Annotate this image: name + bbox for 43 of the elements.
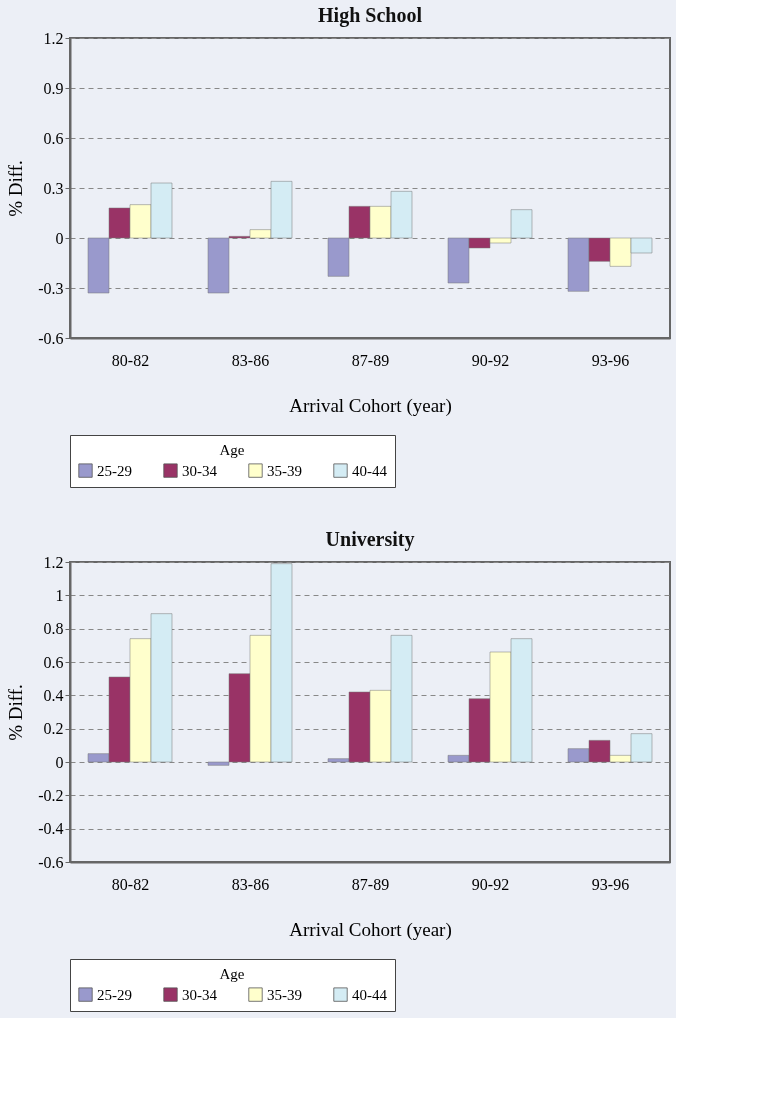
x-tick-label: 83-86 [231, 875, 270, 893]
chart-title: University [325, 528, 415, 551]
legend-label: 35-39 [267, 986, 302, 1003]
y-tick-label: 0.3 [43, 179, 64, 197]
y-tick-label: -0.6 [38, 853, 64, 871]
y-tick-label: 1 [55, 586, 64, 604]
y-tick-label: -0.3 [38, 279, 64, 297]
x-tick-label: 87-89 [351, 875, 390, 893]
legend-label: 40-44 [352, 986, 388, 1003]
legend-title: Age [219, 442, 245, 458]
x-axis-title: Arrival Cohort (year) [289, 394, 452, 417]
y-tick-label: -0.6 [38, 329, 64, 347]
y-tick-label: 0.8 [43, 620, 64, 638]
x-axis-title: Arrival Cohort (year) [289, 918, 452, 941]
x-tick-label: 80-82 [111, 351, 150, 369]
y-tick-label: 0.6 [43, 653, 64, 671]
y-tick-label: 0.6 [43, 129, 64, 147]
y-tick-label: 0 [55, 753, 64, 771]
legend-label: 30-34 [182, 462, 218, 479]
x-tick-label: 93-96 [591, 875, 630, 893]
y-axis-title: % Diff. [5, 684, 27, 741]
x-tick-label: 90-92 [471, 875, 510, 893]
y-tick-label: -0.4 [38, 820, 64, 838]
legend-title: Age [219, 966, 245, 982]
y-tick-label: -0.2 [38, 786, 64, 804]
x-tick-label: 83-86 [231, 351, 270, 369]
y-tick-label: 0.4 [43, 686, 64, 704]
y-tick-label: 1.2 [43, 29, 64, 47]
y-axis-title: % Diff. [5, 160, 27, 217]
y-tick-label: 1.2 [43, 553, 64, 571]
legend-label: 25-29 [97, 986, 132, 1003]
x-tick-label: 93-96 [591, 351, 630, 369]
x-tick-label: 90-92 [471, 351, 510, 369]
y-tick-label: 0.2 [43, 720, 64, 738]
legend-label: 40-44 [352, 462, 388, 479]
y-tick-label: 0 [55, 229, 64, 247]
legend-label: 25-29 [97, 462, 132, 479]
x-tick-label: 80-82 [111, 875, 150, 893]
x-tick-label: 87-89 [351, 351, 390, 369]
legend-label: 35-39 [267, 462, 302, 479]
legend-label: 30-34 [182, 986, 218, 1003]
chart-title: High School [318, 4, 423, 27]
y-tick-label: 0.9 [43, 79, 64, 97]
